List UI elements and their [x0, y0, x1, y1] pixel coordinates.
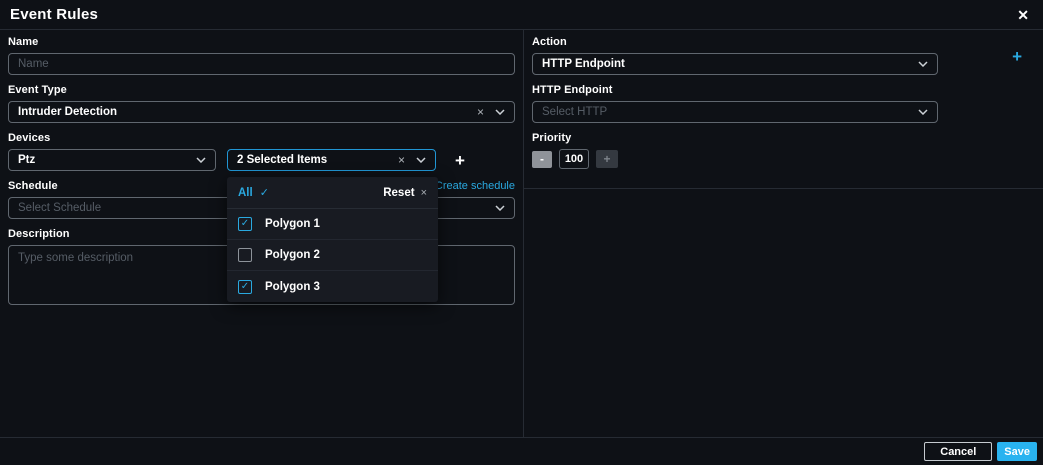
device-type-value: Ptz [18, 154, 36, 166]
priority-label: Priority [532, 132, 572, 144]
name-label: Name [8, 36, 39, 48]
section-divider [524, 188, 1043, 189]
dialog-footer: Cancel Save [0, 437, 1043, 465]
event-type-value: Intruder Detection [18, 106, 118, 118]
select-all-label: All [238, 186, 253, 199]
option-label: Polygon 2 [265, 249, 320, 261]
devices-row: Ptz 2 Selected Items × [8, 149, 515, 302]
action-select[interactable]: HTTP Endpoint [532, 53, 938, 75]
option-label: Polygon 1 [265, 218, 320, 230]
priority-input[interactable] [559, 149, 589, 169]
left-column: Name Event Type Intruder Detection × Dev… [0, 30, 524, 437]
action-value: HTTP Endpoint [542, 58, 625, 70]
priority-stepper: - + [532, 149, 1035, 169]
checkbox[interactable]: ✓ [238, 248, 252, 262]
chevron-down-icon [495, 109, 505, 115]
reset-label: Reset [383, 186, 415, 199]
close-icon[interactable]: ✕ [1013, 6, 1033, 24]
list-item[interactable]: ✓ Polygon 2 [227, 240, 438, 271]
priority-decrement-button[interactable]: - [532, 150, 552, 168]
chevron-down-icon [416, 157, 426, 163]
device-type-select[interactable]: Ptz [8, 149, 216, 171]
check-icon: ✓ [240, 218, 250, 229]
chevron-down-icon [196, 157, 206, 163]
device-items-value: 2 Selected Items [237, 154, 328, 166]
dialog-header: Event Rules ✕ [0, 0, 1043, 30]
device-items-select[interactable]: 2 Selected Items × All ✓ [227, 149, 438, 302]
description-label: Description [8, 228, 70, 240]
schedule-label: Schedule [8, 180, 58, 192]
chevron-down-icon [918, 61, 928, 67]
option-label: Polygon 3 [265, 280, 320, 293]
clear-icon[interactable]: × [397, 153, 405, 167]
clear-icon[interactable]: × [476, 105, 484, 119]
http-endpoint-label: HTTP Endpoint [532, 84, 613, 96]
add-device-button[interactable]: + [455, 150, 465, 170]
check-icon: ✓ [259, 187, 269, 199]
http-endpoint-placeholder: Select HTTP [542, 106, 608, 118]
save-button[interactable]: Save [997, 442, 1037, 461]
dialog-body: Name Event Type Intruder Detection × Dev… [0, 30, 1043, 437]
popup-header: All ✓ Reset × [227, 177, 438, 209]
event-type-select[interactable]: Intruder Detection × [8, 101, 515, 123]
event-type-label: Event Type [8, 84, 67, 96]
chevron-down-icon [495, 205, 505, 211]
chevron-down-icon [918, 109, 928, 115]
device-items-popup: All ✓ Reset × ✓ Poly [227, 177, 438, 302]
add-action-button[interactable]: + [1012, 47, 1022, 66]
http-endpoint-select[interactable]: Select HTTP [532, 101, 938, 123]
clear-icon: × [420, 186, 427, 199]
schedule-placeholder: Select Schedule [18, 202, 102, 214]
page-title: Event Rules [10, 6, 99, 23]
checkbox[interactable]: ✓ [238, 279, 252, 294]
list-item[interactable]: ✓ Polygon 1 [227, 209, 438, 240]
right-column: Action HTTP Endpoint HTTP Endpoint Selec… [524, 30, 1043, 437]
reset-option[interactable]: Reset × [383, 187, 427, 199]
select-all-option[interactable]: All ✓ [238, 186, 269, 200]
list-item[interactable]: ✓ Polygon 3 [227, 271, 438, 302]
name-input[interactable] [8, 53, 515, 75]
create-schedule-link[interactable]: Create schedule [434, 180, 515, 192]
checkbox[interactable]: ✓ [238, 217, 252, 231]
schedule-label-row: Schedule Create schedule [8, 180, 515, 192]
action-label: Action [532, 36, 567, 48]
priority-increment-button[interactable]: + [596, 150, 618, 168]
cancel-button[interactable]: Cancel [924, 442, 993, 461]
check-icon: ✓ [240, 280, 250, 292]
devices-label: Devices [8, 132, 51, 144]
